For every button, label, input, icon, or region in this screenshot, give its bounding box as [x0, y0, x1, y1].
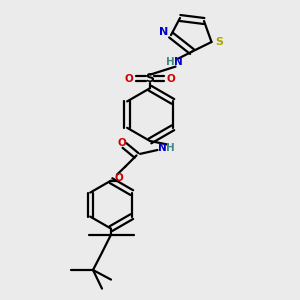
Text: O: O	[124, 74, 134, 84]
Text: O: O	[167, 74, 176, 84]
Text: S: S	[146, 72, 154, 85]
Text: O: O	[118, 137, 127, 148]
Text: O: O	[114, 173, 123, 183]
Text: H: H	[166, 142, 175, 153]
Text: H: H	[166, 57, 175, 67]
Text: N: N	[173, 57, 182, 67]
Text: N: N	[158, 142, 166, 153]
Text: S: S	[215, 37, 223, 47]
Text: N: N	[159, 27, 168, 37]
